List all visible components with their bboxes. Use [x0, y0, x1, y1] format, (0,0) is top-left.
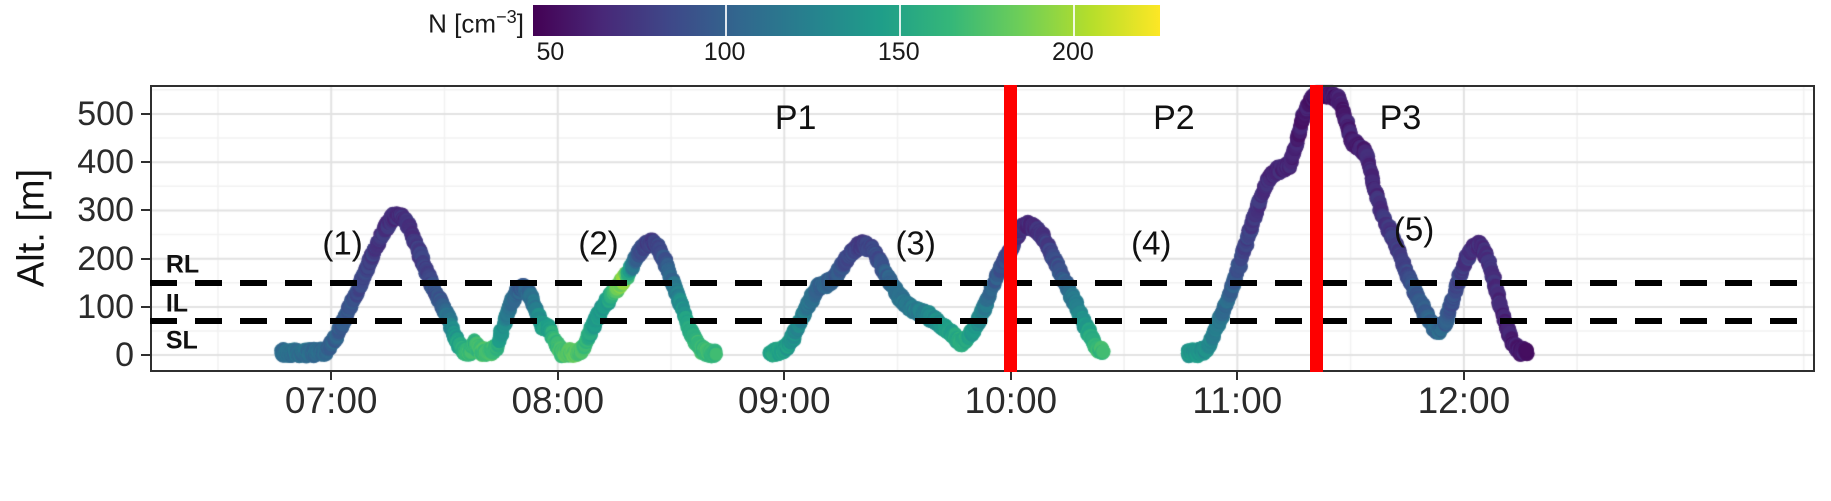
y-tick-mark [141, 257, 150, 260]
x-tick-label-0700: 07:00 [284, 380, 378, 421]
profile-label-2: (2) [578, 224, 619, 262]
period-divider-line-2 [1310, 85, 1324, 372]
colorbar-tick-mark [1072, 5, 1075, 36]
colorbar-tick-label-50: 50 [536, 38, 565, 66]
colorbar-tick-mark [724, 5, 727, 36]
profile-label-1: (1) [322, 224, 363, 262]
colorbar-label-text: N [cm [428, 8, 497, 39]
y-tick-label-300: 300 [77, 191, 134, 230]
y-tick-mark [141, 209, 150, 212]
x-tick-mark [330, 372, 333, 380]
period-label-p1: P1 [774, 98, 817, 137]
layer-label-sl: SL [165, 326, 198, 355]
colorbar-tick-label-100: 100 [703, 38, 746, 66]
y-tick-label-500: 500 [77, 94, 134, 133]
x-tick-label-1200: 12:00 [1417, 380, 1511, 421]
colorbar-label-bracket: ] [516, 8, 524, 39]
x-tick-mark [556, 372, 559, 380]
colorbar-gradient [533, 5, 1160, 36]
y-tick-mark [141, 305, 150, 308]
layer-label-il: IL [165, 289, 189, 317]
profile-label-3: (3) [895, 224, 936, 262]
dashed-reference-line-rl [150, 279, 1815, 286]
y-tick-label-200: 200 [77, 239, 134, 278]
x-tick-label-1000: 10:00 [964, 380, 1058, 421]
y-tick-label-0: 0 [115, 336, 134, 375]
x-tick-mark [1009, 372, 1012, 380]
x-tick-label-0800: 08:00 [511, 380, 605, 421]
x-tick-mark [783, 372, 786, 380]
dashed-reference-line-sl [150, 318, 1815, 325]
y-tick-label-400: 400 [77, 143, 134, 182]
colorbar-tick-mark [898, 5, 901, 36]
colorbar-label: N [cm−3] [428, 8, 524, 37]
colorbar-tick-label-200: 200 [1052, 38, 1094, 66]
y-tick-mark [141, 354, 150, 357]
x-tick-label-1100: 11:00 [1192, 380, 1283, 421]
y-tick-mark [141, 161, 150, 164]
y-tick-mark [141, 112, 150, 115]
layer-label-rl: RL [165, 250, 200, 279]
profile-label-5: (5) [1393, 210, 1435, 248]
colorbar-tick-label-150: 150 [877, 38, 920, 66]
x-tick-label-0900: 09:00 [737, 380, 831, 421]
colorbar-label-exponent: −3 [496, 7, 517, 27]
x-tick-mark [1462, 372, 1465, 380]
profile-label-4: (4) [1131, 224, 1172, 262]
period-divider-line-1 [1004, 85, 1018, 372]
y-tick-label-100: 100 [77, 287, 134, 326]
colorbar: 50 100 150 200 [533, 5, 1160, 65]
x-tick-mark [1236, 372, 1239, 380]
period-label-p2: P2 [1153, 98, 1195, 137]
period-label-p3: P3 [1379, 98, 1422, 137]
